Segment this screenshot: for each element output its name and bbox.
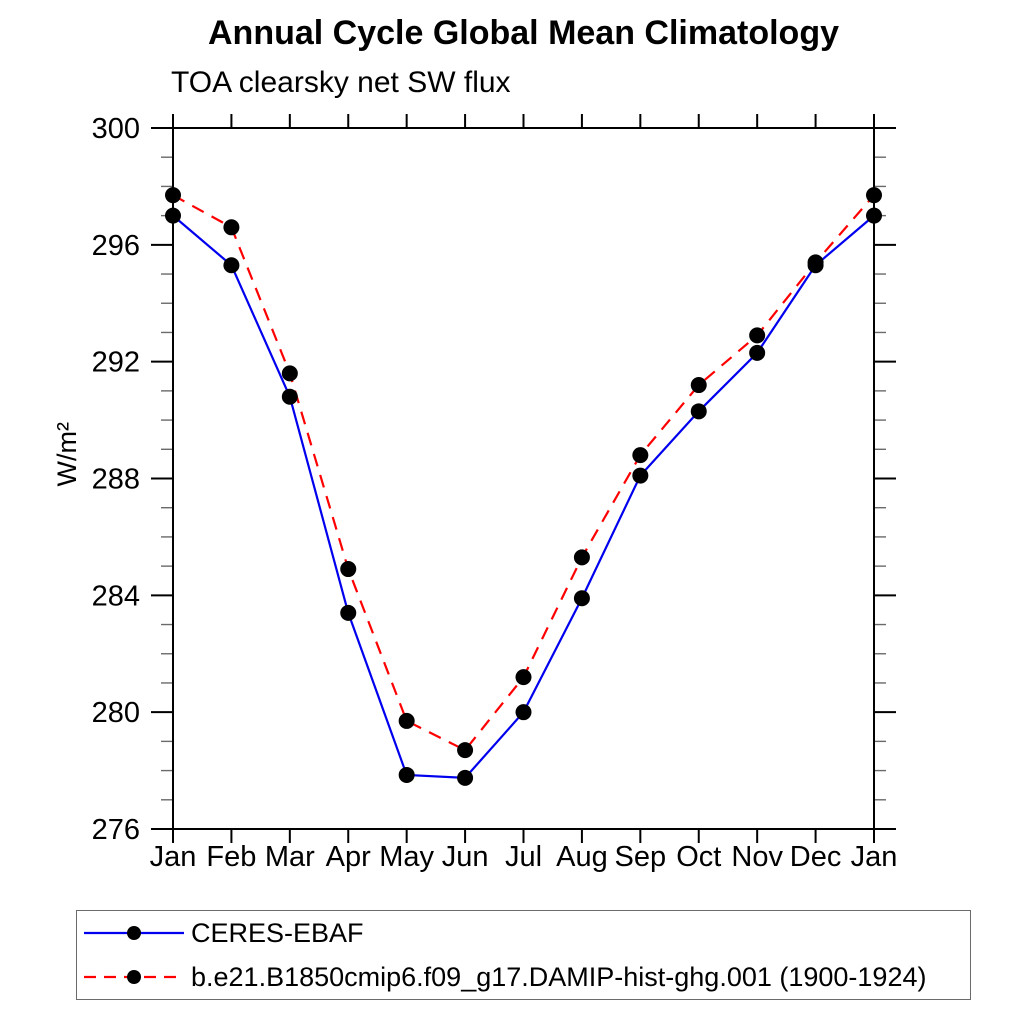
data-point-marker-series-0 — [573, 590, 590, 607]
data-point-marker-series-1 — [632, 447, 649, 464]
y-tick-label: 288 — [92, 464, 140, 496]
x-tick-label: Apr — [326, 841, 371, 873]
data-point-marker-series-1 — [573, 549, 590, 566]
data-point-marker-series-1 — [281, 365, 298, 382]
data-point-marker-series-1 — [690, 377, 707, 394]
chart-subtitle: TOA clearsky net SW flux — [171, 66, 511, 99]
x-tick-label: Jul — [505, 841, 542, 873]
legend-item-observation: CERES-EBAF — [77, 913, 970, 953]
x-tick-label: Feb — [206, 841, 256, 873]
x-tick-label: Dec — [790, 841, 842, 873]
x-tick-label: Jan — [150, 841, 197, 873]
x-tick-label: Nov — [731, 841, 783, 873]
data-point-marker-series-0 — [632, 467, 649, 484]
data-point-marker-series-1 — [866, 187, 882, 204]
data-point-marker-series-0 — [866, 207, 882, 224]
legend-line-sample-dashed — [84, 970, 184, 984]
data-point-marker-series-1 — [807, 254, 824, 271]
data-point-marker-series-1 — [398, 712, 415, 729]
legend-label-model: b.e21.B1850cmip6.f09_g17.DAMIP-hist-ghg.… — [191, 961, 927, 992]
data-point-marker-series-1 — [749, 327, 766, 344]
legend-line-sample-solid — [84, 926, 184, 940]
series-line-1 — [172, 194, 875, 752]
data-point-marker-series-1 — [223, 219, 240, 236]
legend-item-model: b.e21.B1850cmip6.f09_g17.DAMIP-hist-ghg.… — [77, 957, 970, 997]
x-tick-label: Aug — [556, 841, 608, 873]
x-tick-label: Jun — [442, 841, 489, 873]
data-point-marker-series-0 — [515, 704, 532, 721]
data-point-marker-series-1 — [457, 742, 474, 759]
data-point-marker-series-0 — [457, 769, 474, 786]
chart-title: Annual Cycle Global Mean Climatology — [208, 14, 839, 52]
data-point-marker-series-1 — [165, 187, 181, 204]
y-tick-label: 276 — [92, 814, 140, 846]
data-point-marker-series-0 — [690, 403, 707, 420]
y-tick-label: 284 — [92, 580, 140, 612]
y-tick-label: 300 — [92, 113, 140, 145]
data-point-marker-series-1 — [515, 669, 532, 686]
data-point-marker-series-0 — [340, 604, 357, 621]
data-point-marker-series-0 — [749, 344, 766, 361]
x-tick-label: May — [379, 841, 434, 873]
data-point-marker-series-0 — [398, 766, 415, 783]
y-tick-label: 292 — [92, 347, 140, 379]
x-tick-label: Mar — [265, 841, 315, 873]
legend-label-observation: CERES-EBAF — [191, 917, 364, 948]
legend-box: CERES-EBAF b.e21.B1850cmip6.f09_g17.DAMI… — [76, 910, 971, 1000]
y-tick-label: 280 — [92, 697, 140, 729]
data-point-marker-series-0 — [223, 257, 240, 274]
data-point-marker-series-0 — [281, 388, 298, 405]
series-line-0 — [172, 214, 875, 780]
plot-border — [172, 127, 875, 830]
x-tick-label: Sep — [615, 841, 667, 873]
data-point-marker-series-0 — [165, 207, 181, 224]
x-tick-label: Oct — [676, 841, 721, 873]
y-tick-label: 296 — [92, 230, 140, 262]
x-tick-label: Jan — [851, 841, 898, 873]
data-point-marker-series-1 — [340, 561, 357, 578]
